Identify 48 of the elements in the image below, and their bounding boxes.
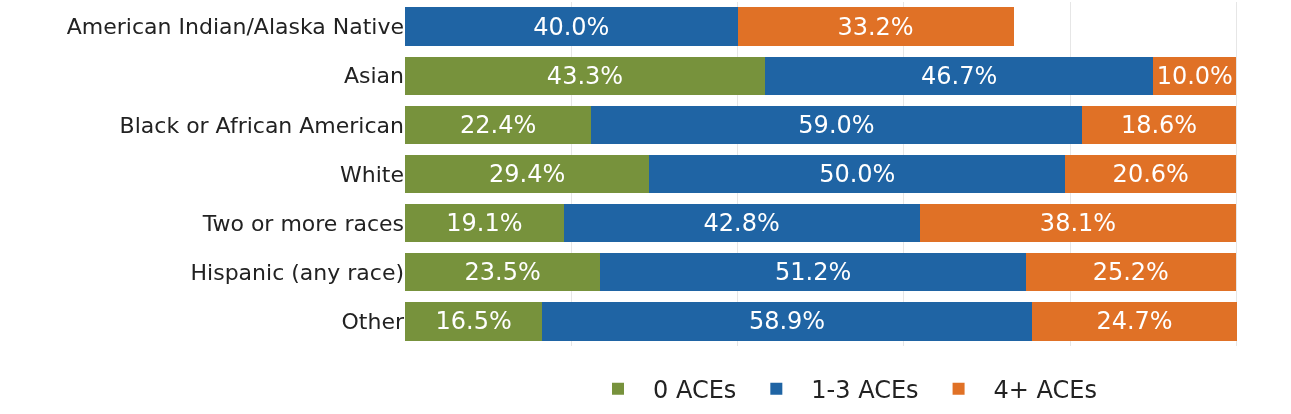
y-tick-label: American Indian/Alaska Native <box>66 14 404 40</box>
bar <box>542 302 1032 341</box>
data-label: 18.6% <box>1120 110 1198 139</box>
legend-label: 0 ACEs <box>653 376 737 405</box>
bar <box>405 203 564 243</box>
bar <box>919 203 1237 243</box>
data-label: 25.2% <box>1092 258 1169 287</box>
y-tick-label: Hispanic (any race) <box>190 259 404 285</box>
bar <box>1026 253 1236 292</box>
bar <box>1031 302 1238 341</box>
y-tick-label: Two or more races <box>201 210 404 236</box>
data-label: 19.1% <box>446 209 523 238</box>
bar <box>591 105 1082 145</box>
bar <box>764 56 1154 95</box>
y-tick-label: Black or African American <box>119 112 404 138</box>
data-label: 23.5% <box>464 258 541 287</box>
legend-label: 4+ ACEs <box>993 376 1098 405</box>
bar <box>405 56 765 95</box>
data-label: 46.7% <box>920 61 998 90</box>
data-label: 38.1% <box>1039 209 1117 238</box>
bar <box>1065 154 1237 194</box>
bar <box>737 7 1014 46</box>
bar <box>405 302 543 341</box>
data-label: 59.0% <box>798 110 875 139</box>
data-label: 22.4% <box>459 110 537 139</box>
y-tick-label: Other <box>341 309 405 335</box>
data-label: 58.9% <box>748 307 826 336</box>
data-label: 50.0% <box>819 160 896 188</box>
y-tick-label: White <box>340 161 404 187</box>
data-label: 20.6% <box>1112 160 1189 188</box>
bar <box>405 154 650 194</box>
bar <box>649 154 1066 194</box>
y-tick-label: Asian <box>343 63 404 89</box>
bar <box>405 105 592 145</box>
bar <box>563 203 920 243</box>
data-label: 10.0% <box>1156 61 1233 90</box>
legend-label: 1-3 ACEs <box>811 376 919 405</box>
data-label: 16.5% <box>435 307 512 336</box>
data-label: 40.0% <box>533 12 610 41</box>
bar <box>600 253 1027 292</box>
data-label: 43.3% <box>546 61 624 90</box>
data-label: 42.8% <box>703 209 780 238</box>
data-label: 33.2% <box>837 12 914 41</box>
data-label: 51.2% <box>775 258 852 287</box>
data-label: 24.7% <box>1096 307 1173 336</box>
bar <box>405 7 738 46</box>
data-label: 29.4% <box>489 160 566 188</box>
bar <box>405 253 601 292</box>
